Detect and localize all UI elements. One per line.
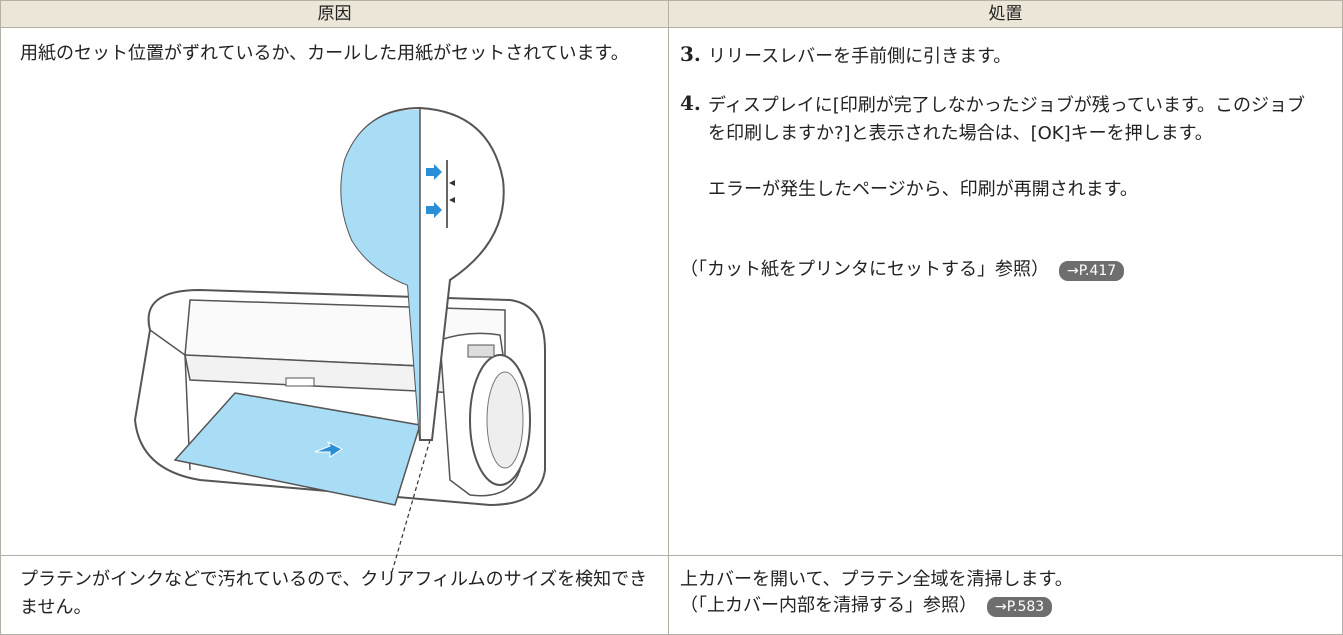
action-text: 上カバーを開いて、プラテン全域を清掃します。 [680,569,1073,590]
reference-text: （「カット紙をプリンタにセットする」参照） [680,259,1049,280]
printer-illustration [133,106,546,573]
cause-text: プラテンがインクなどで汚れているので、クリアフィルムのサイズを検知できません。 [20,569,648,618]
step-note: エラーが発生したページから、印刷が再開されます。 [708,179,1138,200]
page-link[interactable]: →P.583 [987,597,1053,617]
header-cell: 原因 [0,0,669,28]
reference-text: （「上カバー内部を清掃する」参照） [680,595,977,616]
step-text: リリースレバーを手前側に引きます。 [708,46,1012,67]
step-text: ディスプレイに[印刷が完了しなかったジョブが残っています。このジョブを印刷します… [708,95,1306,144]
reference: （「上カバー内部を清掃する」参照） →P.583 [680,592,1320,620]
page-link[interactable]: →P.417 [1059,261,1125,281]
reference: （「カット紙をプリンタにセットする」参照） →P.417 [680,256,1320,284]
step-number: 4. [680,91,701,115]
cause-text: 用紙のセット位置がずれているか、カールした用紙がセットされています。 [20,43,629,64]
step-number: 3. [680,42,701,66]
